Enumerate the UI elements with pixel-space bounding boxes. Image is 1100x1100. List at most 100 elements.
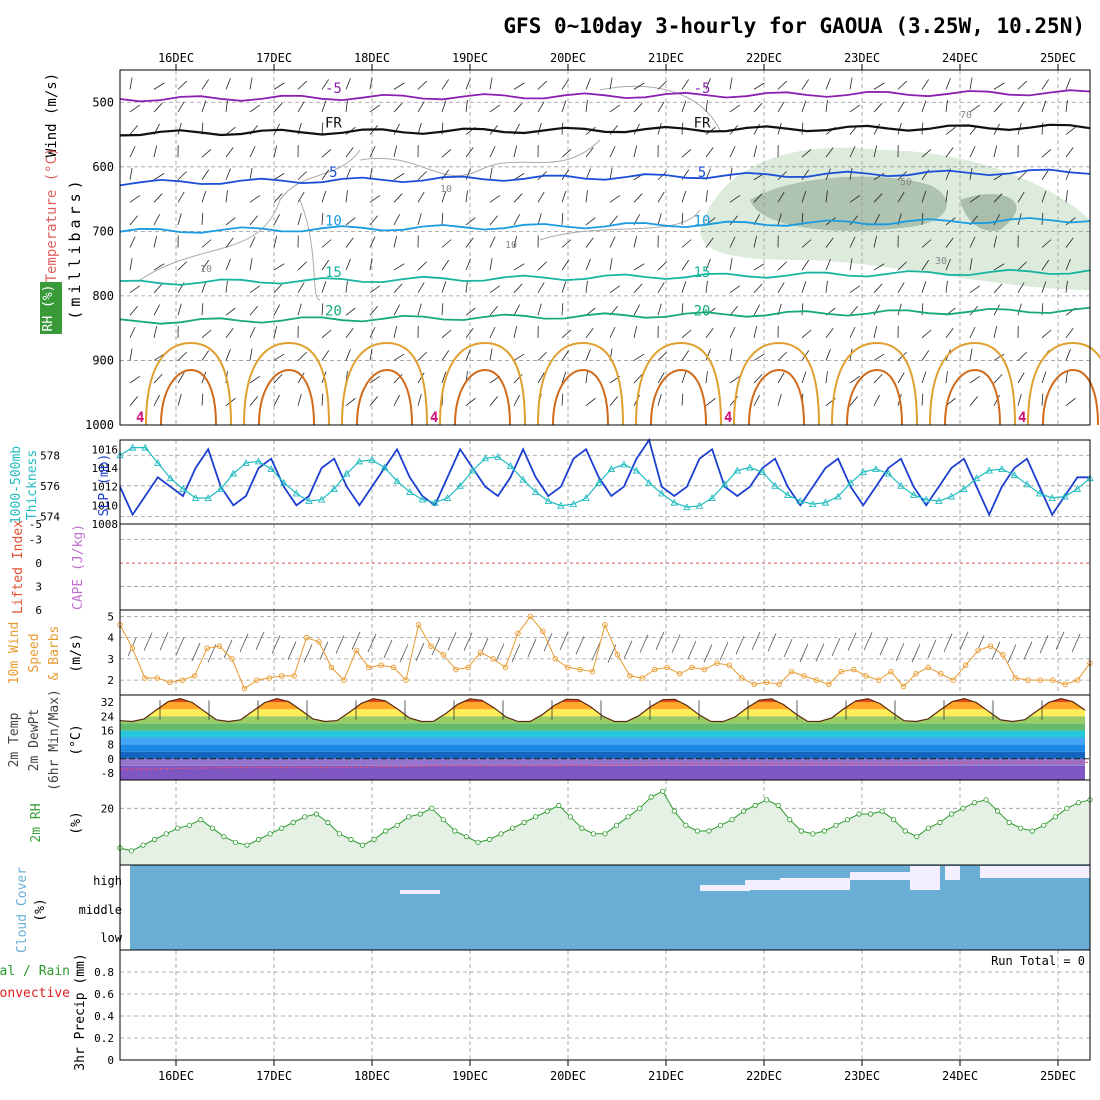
wind-barb [657, 213, 662, 226]
wind-barb [1065, 371, 1068, 384]
wind-barb [297, 261, 307, 271]
wind-barb [801, 190, 807, 203]
wind-barb [513, 326, 518, 338]
slp-tick: 1008 [92, 518, 119, 531]
wind-barb [1017, 191, 1025, 203]
temp-tick: 24 [101, 710, 115, 723]
wind-barb [345, 349, 351, 361]
wind-side-label: Speed [27, 633, 42, 672]
wind-barb [489, 285, 501, 294]
wind-barb [1055, 631, 1065, 650]
day-label-top: 18DEC [354, 51, 390, 65]
wind-tick: 4 [107, 632, 114, 645]
thickness-point [909, 491, 918, 498]
wind-barb [369, 258, 373, 271]
wind-barb [585, 217, 596, 226]
wind-barb [753, 82, 765, 90]
wind-barb [993, 394, 1000, 406]
precip-tick: 0.2 [94, 1032, 114, 1045]
wind-barb [921, 79, 930, 90]
day-label-top: 23DEC [844, 51, 880, 65]
wind-barb [153, 304, 160, 316]
wind-barb [1071, 633, 1081, 653]
wind-barb [873, 82, 885, 90]
upper-air-panel: 500 600 700 800 900 1000 -5 -5 FR FR 5 5 10 10 15 15 20 2… [40, 70, 1100, 432]
rh-point [960, 805, 966, 811]
wind-barb [489, 348, 493, 361]
wind-barb [585, 397, 596, 406]
wind-barb [633, 145, 638, 158]
wind-barb [705, 99, 708, 113]
wind-barb [849, 258, 853, 271]
wind-barb [633, 102, 643, 113]
day-label-bottom: 24DEC [942, 1069, 978, 1083]
isotherm-label: FR [694, 115, 711, 131]
slp-tick: 1010 [92, 499, 119, 512]
wind-barb [537, 282, 545, 293]
wind-barb [729, 375, 741, 384]
wind-barb [801, 281, 807, 293]
wind-barb [681, 148, 692, 158]
wind-barb [297, 191, 305, 203]
rh-contour [599, 85, 721, 131]
wind-barb [513, 235, 518, 248]
wind-barb [1041, 148, 1052, 158]
thickness-point [468, 466, 477, 474]
day-label-top: 22DEC [746, 51, 782, 65]
wind-barb [561, 169, 570, 180]
wind-barb [969, 396, 979, 406]
wind-barb [847, 632, 857, 651]
wind-barb [873, 145, 878, 158]
wind-barb [993, 326, 998, 338]
isotherm-label: 5 [329, 165, 337, 181]
wind-barb [297, 372, 305, 384]
wind-barb [585, 280, 588, 293]
wind-barb [911, 644, 921, 663]
wind-barb [945, 126, 956, 135]
rh-point [717, 822, 724, 828]
wind-barb [993, 193, 1003, 203]
slp-tick: 1014 [92, 462, 119, 475]
wind-barb [177, 303, 182, 316]
wind-barb [585, 147, 594, 158]
rh-point [1041, 822, 1047, 828]
wind-barb [897, 80, 907, 90]
wind-barb [441, 100, 447, 113]
wind-barb [849, 236, 856, 248]
wind-barb [441, 371, 447, 384]
rh-axis-unit: (%) [69, 811, 84, 834]
wind-barb [321, 212, 324, 225]
wind-barb [513, 214, 520, 226]
wind-barb [1041, 371, 1047, 384]
wind-barb [849, 375, 861, 384]
temp-tick: 8 [107, 739, 114, 752]
wind-barb [657, 261, 667, 271]
wind-barb [969, 236, 976, 248]
temp-color-band [120, 716, 1085, 724]
rh-side-label: 2m RH [29, 803, 44, 842]
rh-point [498, 831, 504, 837]
wind-barb [863, 632, 873, 651]
rh-point [856, 811, 862, 817]
wind-barb [657, 80, 667, 90]
wind-barb [873, 214, 880, 226]
wind-barb [561, 100, 567, 113]
wind-barb [513, 173, 525, 181]
wind-barb [129, 396, 139, 406]
wind-barb [201, 190, 207, 203]
wind-barb [633, 123, 640, 135]
wind-barb [129, 77, 133, 90]
wind-barb [537, 101, 545, 113]
wind-barb [513, 145, 518, 158]
rh-point [683, 822, 689, 828]
wind-barb [921, 281, 927, 293]
wind-barb [561, 371, 567, 384]
temp-color-band [120, 758, 1085, 766]
wind-barb [681, 100, 687, 113]
wind-barb [489, 396, 499, 406]
wind-barb [153, 235, 158, 248]
wind-barb [129, 375, 141, 384]
cloud-level-label: middle [79, 903, 122, 917]
precip-tick: 0 [107, 1054, 114, 1067]
